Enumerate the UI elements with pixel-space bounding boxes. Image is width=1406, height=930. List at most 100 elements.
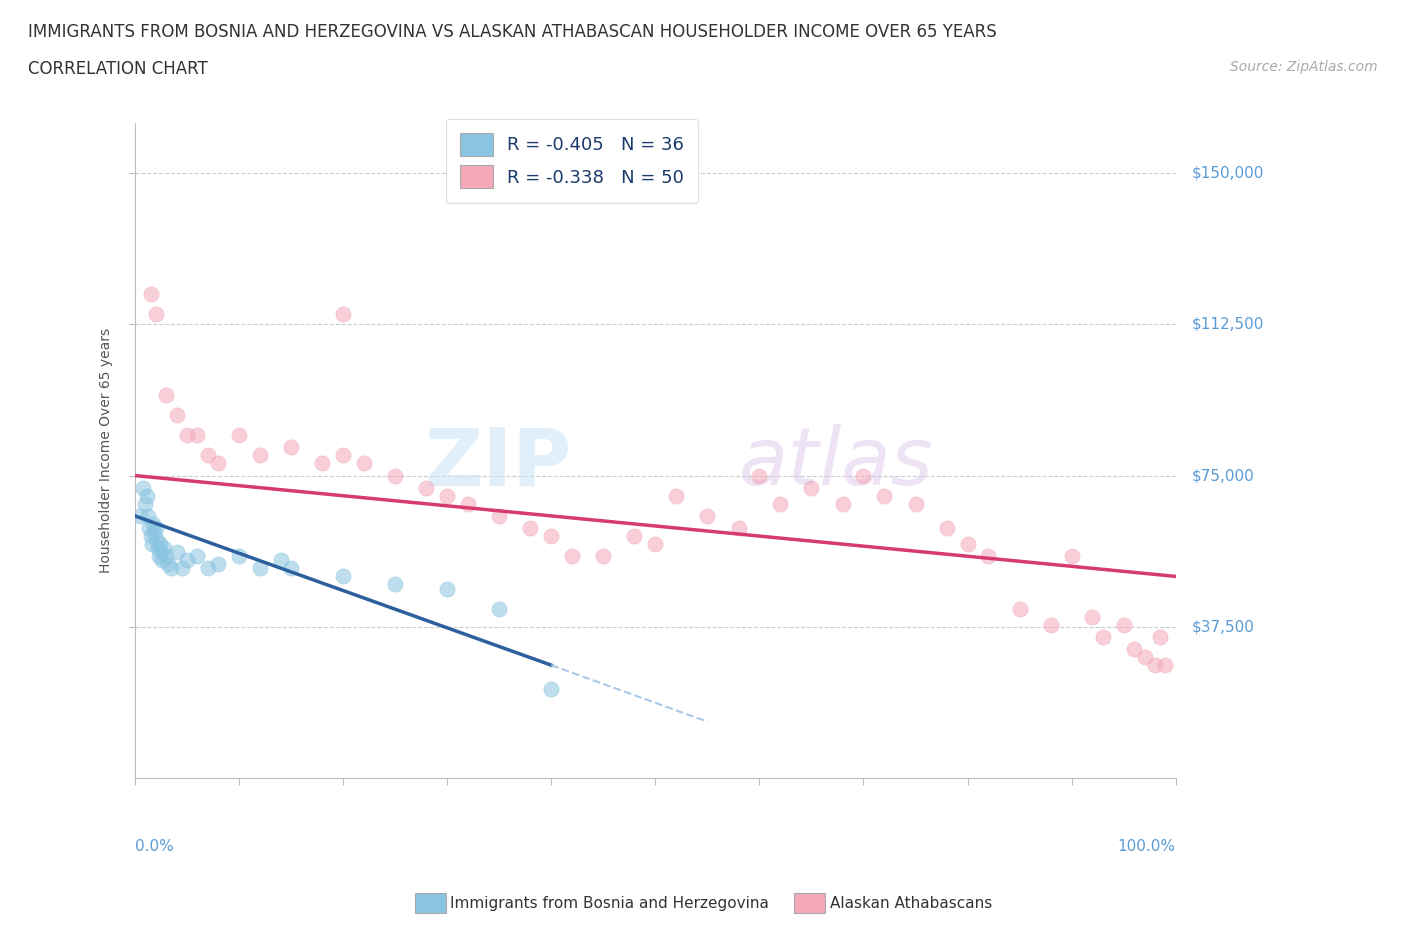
Point	[831, 497, 853, 512]
Text: $75,000: $75,000	[1191, 468, 1254, 483]
Text: $37,500: $37,500	[1191, 619, 1254, 634]
Point	[280, 440, 302, 455]
Point	[170, 561, 193, 576]
Legend: R = -0.405   N = 36, R = -0.338   N = 50: R = -0.405 N = 36, R = -0.338 N = 50	[446, 118, 699, 203]
Point	[1143, 658, 1166, 672]
Point	[353, 456, 375, 471]
Point	[207, 557, 229, 572]
Point	[623, 528, 645, 543]
Point	[228, 549, 250, 564]
Text: IMMIGRANTS FROM BOSNIA AND HERZEGOVINA VS ALASKAN ATHABASCAN HOUSEHOLDER INCOME : IMMIGRANTS FROM BOSNIA AND HERZEGOVINA V…	[28, 23, 997, 41]
Text: Immigrants from Bosnia and Herzegovina: Immigrants from Bosnia and Herzegovina	[450, 896, 769, 910]
Text: atlas: atlas	[738, 424, 934, 502]
Point	[488, 509, 510, 524]
Point	[935, 521, 957, 536]
Text: $150,000: $150,000	[1191, 166, 1264, 180]
Point	[166, 545, 188, 560]
Text: $112,500: $112,500	[1191, 317, 1264, 332]
Point	[160, 561, 183, 576]
Point	[904, 497, 927, 512]
Point	[249, 448, 271, 463]
Point	[1123, 642, 1146, 657]
Point	[249, 561, 271, 576]
Point	[186, 549, 208, 564]
Point	[142, 525, 165, 539]
Point	[270, 552, 292, 567]
Point	[197, 561, 219, 576]
Point	[146, 540, 169, 555]
Point	[139, 528, 162, 543]
Y-axis label: Householder Income Over 65 years: Householder Income Over 65 years	[100, 327, 114, 573]
Point	[1112, 618, 1135, 632]
Point	[592, 549, 614, 564]
Point	[145, 533, 167, 548]
Point	[488, 601, 510, 616]
Point	[332, 448, 354, 463]
Point	[457, 497, 479, 512]
Point	[696, 509, 718, 524]
Point	[977, 549, 1000, 564]
Point	[166, 407, 188, 422]
Point	[138, 509, 160, 524]
Point	[540, 682, 562, 697]
Point	[1154, 658, 1177, 672]
Point	[176, 552, 198, 567]
Point	[748, 468, 770, 483]
Point	[157, 557, 180, 572]
Point	[873, 488, 896, 503]
Point	[150, 552, 173, 567]
Point	[800, 480, 823, 495]
Point	[134, 497, 156, 512]
Text: 0.0%: 0.0%	[135, 839, 173, 854]
Point	[149, 537, 172, 551]
Point	[1081, 609, 1104, 624]
Point	[1039, 618, 1062, 632]
Point	[139, 286, 162, 301]
Point	[956, 537, 979, 551]
Point	[142, 516, 165, 531]
Text: CORRELATION CHART: CORRELATION CHART	[28, 60, 208, 78]
Point	[1149, 630, 1171, 644]
Point	[384, 468, 406, 483]
Point	[1008, 601, 1031, 616]
Point	[384, 577, 406, 591]
Point	[207, 456, 229, 471]
Point	[1091, 630, 1114, 644]
Point	[141, 537, 163, 551]
Point	[540, 528, 562, 543]
Point	[129, 509, 152, 524]
Point	[665, 488, 688, 503]
Point	[561, 549, 583, 564]
Point	[436, 581, 458, 596]
Point	[1133, 650, 1156, 665]
Point	[228, 428, 250, 443]
Point	[311, 456, 333, 471]
Point	[332, 569, 354, 584]
Text: Source: ZipAtlas.com: Source: ZipAtlas.com	[1230, 60, 1378, 74]
Point	[155, 388, 177, 403]
Text: 100.0%: 100.0%	[1118, 839, 1175, 854]
Point	[132, 480, 155, 495]
Point	[852, 468, 875, 483]
Point	[138, 521, 160, 536]
Point	[197, 448, 219, 463]
Point	[148, 549, 170, 564]
Point	[145, 521, 167, 536]
Point	[145, 307, 167, 322]
Point	[519, 521, 541, 536]
Point	[176, 428, 198, 443]
Point	[415, 480, 437, 495]
Point	[769, 497, 792, 512]
Point	[155, 549, 177, 564]
Point	[1060, 549, 1083, 564]
Point	[280, 561, 302, 576]
Point	[153, 540, 176, 555]
Point	[149, 545, 172, 560]
Point	[436, 488, 458, 503]
Point	[186, 428, 208, 443]
Point	[644, 537, 666, 551]
Point	[136, 488, 159, 503]
Point	[332, 307, 354, 322]
Text: Alaskan Athabascans: Alaskan Athabascans	[830, 896, 991, 910]
Text: ZIP: ZIP	[425, 424, 572, 502]
